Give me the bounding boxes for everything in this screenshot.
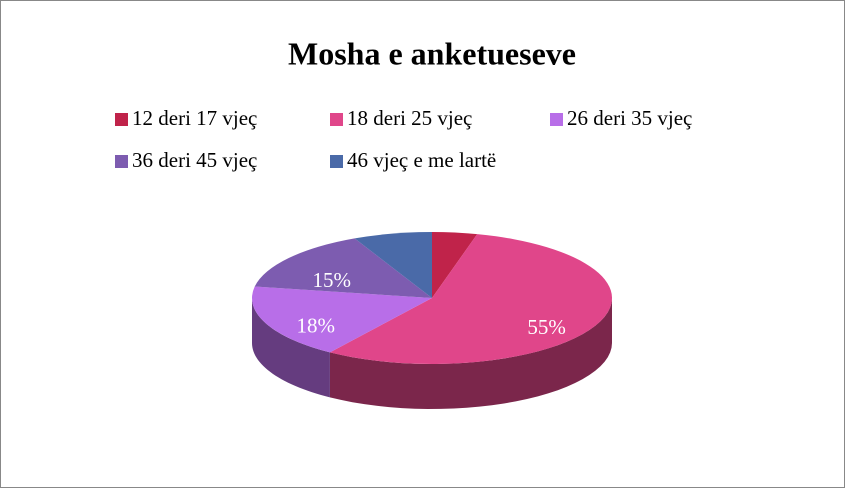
pie-side [329, 298, 612, 409]
legend-label: 18 deri 25 vjeç [347, 106, 472, 130]
pie-slice [252, 286, 432, 353]
legend-label: 36 deri 45 vjeç [132, 148, 257, 172]
legend-swatch [330, 155, 343, 168]
legend-label: 26 deri 35 vjeç [567, 106, 692, 130]
legend-label: 12 deri 17 vjeç [132, 106, 257, 130]
pie-side [252, 298, 330, 398]
data-label: 55% [527, 315, 566, 339]
pie-slice [354, 232, 432, 298]
chart-title: Mosha e anketueseve [288, 35, 576, 71]
data-label: 18% [297, 314, 336, 338]
legend-swatch [550, 113, 563, 126]
data-label: 15% [312, 268, 351, 292]
pie-slice [432, 232, 478, 298]
legend-label: 46 vjeç e me lartë [347, 148, 496, 172]
pie-slice [254, 238, 432, 298]
legend-swatch [115, 113, 128, 126]
legend-swatch [330, 113, 343, 126]
legend-swatch [115, 155, 128, 168]
pie-slice [329, 234, 612, 364]
